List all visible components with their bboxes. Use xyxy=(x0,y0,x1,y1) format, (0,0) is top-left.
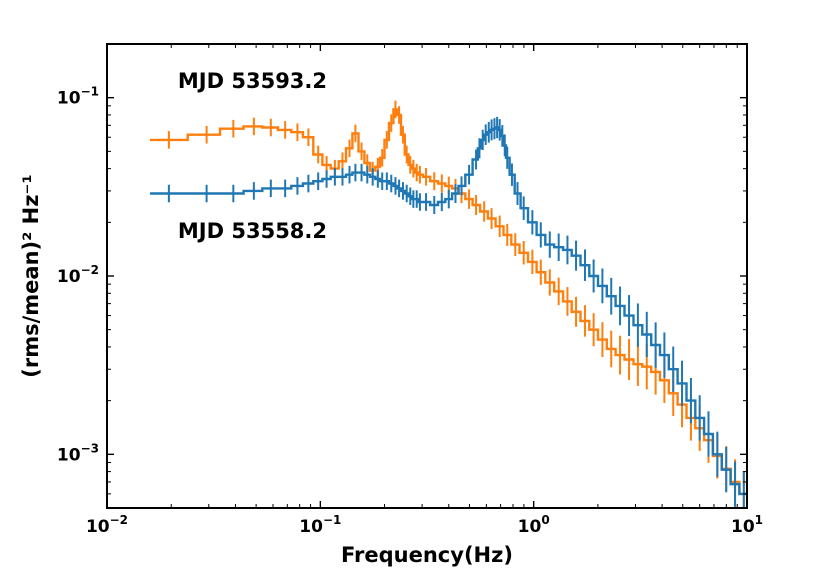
series-annotation-mjd-53593: MJD 53593.2 xyxy=(178,69,327,93)
x-axis-label: Frequency(Hz) xyxy=(341,543,513,567)
x-tick-base: 10 xyxy=(518,517,542,537)
series-annotation-mjd-53558: MJD 53558.2 xyxy=(178,219,327,243)
series-layer xyxy=(150,100,747,508)
y-axis-label: (rms/mean)² Hz⁻¹ xyxy=(19,174,43,377)
x-tick-base: 10 xyxy=(299,517,323,537)
y-tick-label: 10−3 xyxy=(57,441,99,465)
y-tick-exponent: −1 xyxy=(81,85,99,99)
y-tick-base: 10 xyxy=(57,445,81,465)
x-tick-label: 100 xyxy=(518,513,550,537)
y-tick-base: 10 xyxy=(57,89,81,109)
y-tick-label: 10−2 xyxy=(57,263,99,287)
x-tick-label: 10−1 xyxy=(299,513,341,537)
x-tick-exponent: −2 xyxy=(110,513,128,527)
x-tick-exponent: 1 xyxy=(755,513,763,527)
x-tick-exponent: 0 xyxy=(541,513,549,527)
y-tick-exponent: −3 xyxy=(81,441,99,455)
x-tick-base: 10 xyxy=(86,517,110,537)
x-tick-label: 101 xyxy=(731,513,763,537)
x-tick-label: 10−2 xyxy=(86,513,128,537)
series-mjd-53558-2 xyxy=(150,116,747,508)
y-tick-base: 10 xyxy=(57,267,81,287)
y-tick-exponent: −2 xyxy=(81,263,99,277)
x-tick-exponent: −1 xyxy=(323,513,341,527)
x-tick-base: 10 xyxy=(731,517,755,537)
y-tick-label: 10−1 xyxy=(57,85,99,109)
series-line xyxy=(150,126,747,496)
